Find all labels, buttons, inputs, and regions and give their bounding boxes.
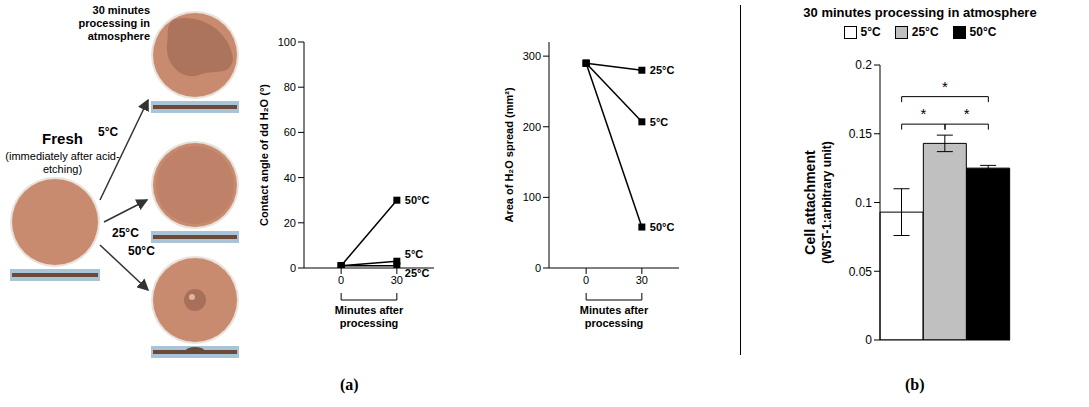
svg-text:*: * (942, 78, 948, 95)
svg-text:*: * (964, 105, 970, 122)
svg-text:0: 0 (290, 262, 296, 274)
svg-text:25°C: 25°C (405, 267, 430, 279)
html-text:(b): (b) (905, 376, 925, 393)
svg-text:0.05: 0.05 (849, 265, 873, 279)
svg-text:0.2: 0.2 (855, 58, 872, 72)
svg-text:300: 300 (523, 50, 541, 62)
svg-text:80: 80 (284, 81, 296, 93)
svg-text:5°C: 5°C (650, 116, 669, 128)
svg-text:0: 0 (338, 274, 344, 286)
svg-text:Area of H₂O spread (mm²): Area of H₂O spread (mm²) (503, 87, 515, 222)
svg-text:20: 20 (284, 217, 296, 229)
html-text:5°C: 5°C (98, 125, 119, 139)
svg-text:30: 30 (391, 274, 403, 286)
html-text:(a): (a) (340, 376, 359, 393)
html-text:(immediately after acid-etchin: (immediately after acid-etching) (5, 150, 120, 175)
html-text:50°C: 50°C (969, 25, 997, 39)
svg-text:40: 40 (284, 172, 296, 184)
svg-text:0.1: 0.1 (855, 196, 872, 210)
html-text:25°C: 25°C (911, 25, 939, 39)
svg-text:*: * (920, 105, 926, 122)
svg-text:0: 0 (865, 333, 872, 347)
svg-text:30: 30 (636, 274, 648, 286)
svg-text:5°C: 5°C (405, 248, 424, 260)
svg-text:25°C: 25°C (650, 64, 675, 76)
html-text:30 minutes processing in atmos: 30 minutes processing in atmosphere (803, 5, 1037, 20)
svg-text:50°C: 50°C (650, 221, 675, 233)
html-text:30 minutes processing in atmos: 30 minutes processing in atmosphere (78, 4, 150, 42)
svg-text:50°C: 50°C (405, 194, 430, 206)
html-text:5°C: 5°C (860, 25, 881, 39)
svg-text:100: 100 (278, 36, 296, 48)
svg-text:Contact angle of dd H₂O (°): Contact angle of dd H₂O (°) (258, 84, 270, 226)
svg-text:200: 200 (523, 121, 541, 133)
svg-text:0: 0 (535, 262, 541, 274)
html-text:50°C: 50°C (128, 244, 155, 258)
html-text:Minutes after processing: Minutes after processing (579, 304, 649, 329)
html-text:Minutes after processing: Minutes after processing (334, 304, 404, 329)
svg-text:0: 0 (583, 274, 589, 286)
svg-text:100: 100 (523, 191, 541, 203)
html-text:25°C: 25°C (112, 226, 139, 240)
svg-text:(WST-1:arbitrary unit): (WST-1:arbitrary unit) (820, 141, 834, 264)
svg-text:60: 60 (284, 126, 296, 138)
svg-text:Cell attachment: Cell attachment (802, 150, 818, 255)
svg-text:0.15: 0.15 (849, 127, 873, 141)
html-text:Fresh: Fresh (42, 130, 83, 147)
